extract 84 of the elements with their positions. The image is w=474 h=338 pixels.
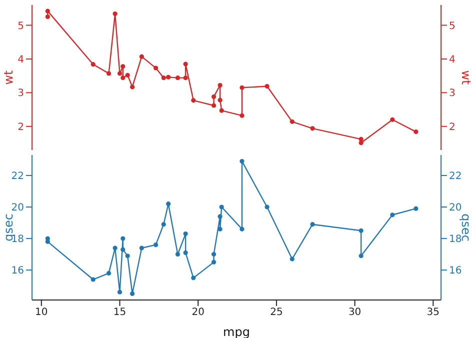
y2-tick-label: 4 xyxy=(449,54,456,66)
point xyxy=(117,71,122,76)
point xyxy=(211,252,216,257)
point xyxy=(120,76,126,80)
point xyxy=(139,54,144,59)
point xyxy=(120,247,126,252)
point xyxy=(191,276,196,280)
point xyxy=(125,72,130,78)
point xyxy=(240,226,244,232)
point xyxy=(218,82,222,88)
point xyxy=(112,11,118,16)
point xyxy=(218,226,222,232)
point xyxy=(166,202,171,206)
y2-tick-label: 3 xyxy=(449,88,456,100)
y2-axis-title: wt xyxy=(458,70,473,86)
point xyxy=(240,159,244,164)
point xyxy=(310,126,315,131)
point xyxy=(414,206,418,211)
x-tick-label: 35 xyxy=(426,307,440,318)
y2-tick-label: 2 xyxy=(449,122,456,133)
point xyxy=(117,290,122,294)
point xyxy=(106,71,112,76)
y-tick-label: 20 xyxy=(11,202,24,214)
point xyxy=(183,62,188,66)
point xyxy=(358,254,364,258)
point xyxy=(240,113,244,118)
y-tick-label: 4 xyxy=(18,54,24,66)
point xyxy=(166,74,171,80)
point xyxy=(290,119,294,124)
point xyxy=(175,252,180,257)
y-tick-label: 2 xyxy=(18,122,24,133)
point xyxy=(219,204,224,210)
point xyxy=(120,64,126,69)
point xyxy=(310,222,315,227)
y2-tick-label: 5 xyxy=(449,20,456,32)
point xyxy=(211,94,216,100)
point xyxy=(45,8,50,14)
x-tick-label: 25 xyxy=(270,307,283,318)
point xyxy=(90,277,96,282)
x-tick-label: 15 xyxy=(113,307,126,318)
point xyxy=(390,212,395,218)
point xyxy=(390,117,395,122)
x-tick-label: 30 xyxy=(348,307,362,318)
y2-tick-label: 22 xyxy=(449,171,462,182)
point xyxy=(153,66,158,70)
point xyxy=(125,254,130,258)
point xyxy=(218,214,222,219)
y2-tick-label: 20 xyxy=(449,202,462,214)
point xyxy=(183,232,188,236)
point xyxy=(112,246,118,250)
point xyxy=(414,129,418,134)
point xyxy=(139,246,144,250)
point xyxy=(191,98,196,103)
point xyxy=(161,76,166,80)
point xyxy=(218,98,222,102)
point xyxy=(130,84,135,90)
point xyxy=(45,14,50,20)
point xyxy=(219,108,224,113)
x-tick-label: 20 xyxy=(192,307,204,318)
y-tick-label: 22 xyxy=(11,171,24,182)
point xyxy=(264,84,270,89)
point xyxy=(358,228,364,233)
point xyxy=(211,260,216,264)
y-tick-label: 16 xyxy=(11,266,24,277)
point xyxy=(358,140,364,146)
point xyxy=(161,222,166,227)
y2-tick-label: 16 xyxy=(449,266,462,277)
y-tick-label: 5 xyxy=(18,20,24,32)
point xyxy=(264,204,270,210)
y-tick-label: 3 xyxy=(18,88,24,100)
point xyxy=(175,76,180,80)
point xyxy=(106,270,112,276)
x-tick-label: 10 xyxy=(35,307,48,318)
point xyxy=(183,76,188,80)
y2-tick-label: 18 xyxy=(449,234,462,246)
point xyxy=(240,85,244,90)
point xyxy=(211,103,216,108)
point xyxy=(153,242,158,248)
point xyxy=(183,250,188,256)
point xyxy=(90,62,96,67)
y-axis-title: wt xyxy=(1,70,16,85)
point xyxy=(290,256,294,262)
point xyxy=(120,236,126,241)
point xyxy=(130,291,135,296)
